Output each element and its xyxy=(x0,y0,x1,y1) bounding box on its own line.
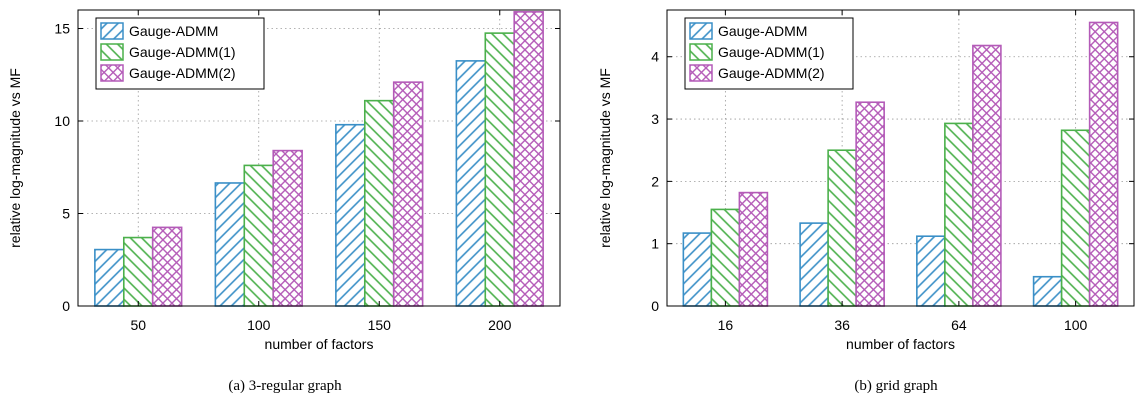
legend-box xyxy=(95,17,265,90)
y-tick-label: 4 xyxy=(651,49,659,65)
legend-swatch xyxy=(100,64,124,82)
bar-gauge-admm-1-36 xyxy=(827,149,857,307)
y-tick-label: 3 xyxy=(651,111,659,127)
legend: Gauge-ADMM Gauge-ADMM(1) Gauge-ADMM(2) xyxy=(684,17,854,90)
plot-frame xyxy=(77,9,561,307)
y-tick-label: 1 xyxy=(651,236,659,252)
bar-gauge-admm-64 xyxy=(916,235,946,307)
x-tick-label: 100 xyxy=(1064,317,1088,333)
chart-panel-b: 0 1 2 3 4 16 36 64 100 number of factors relative … xyxy=(597,9,1135,394)
x-tick-label: 150 xyxy=(368,317,392,333)
bar-gauge-admm-1-64 xyxy=(944,122,974,307)
chart-panel-a: 0 5 10 15 50 100 150 200 number of factors relati… xyxy=(7,9,561,394)
y-axis-label: relative log-magnitude vs MF xyxy=(7,68,23,248)
bar-gauge-admm-2-100 xyxy=(1088,21,1119,307)
y-tick-label: 0 xyxy=(62,298,70,314)
bar-gauge-admm-100 xyxy=(214,182,246,307)
bar-gauge-admm-1-16 xyxy=(710,208,741,307)
x-tick-label: 100 xyxy=(247,317,271,333)
bar-gauge-admm-150 xyxy=(335,123,366,307)
y-tick-label: 0 xyxy=(651,298,659,314)
legend-label: Gauge-ADMM(2) xyxy=(129,65,236,81)
x-axis-label: number of factors xyxy=(846,336,955,352)
chart-caption: (b) grid graph xyxy=(854,378,938,394)
bar-gauge-admm-50 xyxy=(94,248,125,307)
bar-gauge-admm-2-16 xyxy=(738,191,769,307)
bar-gauge-admm-200 xyxy=(455,60,487,307)
bar-gauge-admm-1-100 xyxy=(243,164,275,307)
bar-gauge-admm-2-200 xyxy=(513,11,544,307)
legend-label: Gauge-ADMM(1) xyxy=(129,44,236,60)
chart-caption: (a) 3-regular graph xyxy=(228,378,342,394)
legend-label: Gauge-ADMM xyxy=(129,23,218,39)
bar-gauge-admm-36 xyxy=(799,222,829,307)
x-tick-label: 50 xyxy=(130,317,146,333)
y-tick-label: 2 xyxy=(651,173,659,189)
x-tick-label: 36 xyxy=(834,317,850,333)
bar-gauge-admm-1-50 xyxy=(122,236,154,307)
legend-label: Gauge-ADMM(2) xyxy=(718,65,825,81)
bar-gauge-admm-1-150 xyxy=(363,99,395,307)
bar-gauge-admm-2-100 xyxy=(272,149,303,307)
legend-label: Gauge-ADMM(1) xyxy=(718,44,825,60)
legend-swatch xyxy=(100,22,124,40)
x-tick-label: 200 xyxy=(488,317,512,333)
legend: Gauge-ADMM Gauge-ADMM(1) Gauge-ADMM(2) xyxy=(95,17,265,90)
bar-gauge-admm-16 xyxy=(682,232,713,307)
legend-box xyxy=(684,17,854,90)
legend-label: Gauge-ADMM xyxy=(718,23,807,39)
x-tick-label: 16 xyxy=(718,317,734,333)
legend-swatch xyxy=(689,43,713,61)
bar-gauge-admm-2-36 xyxy=(855,101,885,307)
bar-gauge-admm-1-100 xyxy=(1060,129,1091,307)
bar-gauge-admm-100 xyxy=(1032,275,1063,307)
y-tick-label: 10 xyxy=(54,113,70,129)
legend-swatch xyxy=(689,22,713,40)
legend-swatch xyxy=(689,64,713,82)
plot-frame xyxy=(666,9,1135,307)
y-tick-label: 15 xyxy=(54,21,70,37)
y-axis-label: relative log-magnitude vs MF xyxy=(597,68,613,248)
bar-gauge-admm-2-150 xyxy=(392,81,424,307)
x-tick-label: 64 xyxy=(951,317,967,333)
bar-gauge-admm-2-64 xyxy=(972,44,1002,307)
x-axis-label: number of factors xyxy=(265,336,374,352)
bar-gauge-admm-1-200 xyxy=(484,32,516,307)
bar-gauge-admm-2-50 xyxy=(151,226,183,307)
legend-swatch xyxy=(100,43,124,61)
y-tick-label: 5 xyxy=(62,206,70,222)
